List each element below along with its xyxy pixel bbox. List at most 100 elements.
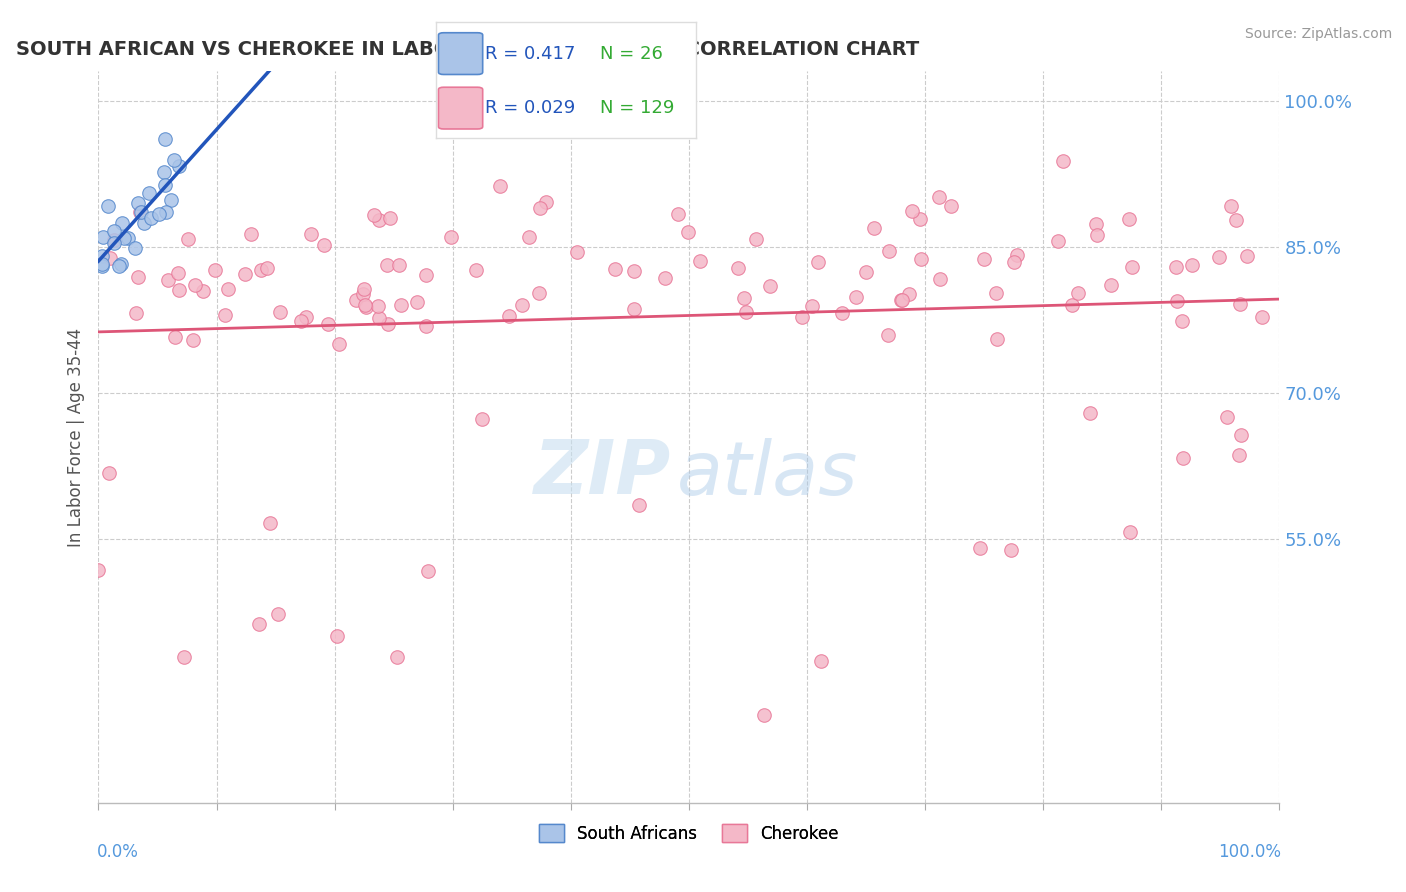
Point (103, 233, 125, 247)
Point (256, 260, 278, 275)
Point (810, 654, 832, 668)
Point (471, 412, 494, 426)
Point (418, 564, 440, 578)
Point (249, 617, 271, 632)
Point (98, 251, 121, 265)
Point (790, 310, 813, 324)
Point (464, 263, 486, 277)
Point (973, 252, 995, 266)
Point (233, 267, 256, 281)
Point (565, 244, 588, 259)
Point (153, 132, 176, 146)
Point (239, 227, 262, 242)
Point (290, 314, 312, 328)
Text: 0.0%: 0.0% (97, 843, 139, 861)
Point (498, 309, 520, 323)
Point (831, 306, 853, 320)
Point (689, 254, 711, 268)
Point (901, 204, 924, 219)
Point (1047, 234, 1070, 248)
Point (165, 330, 187, 344)
Y-axis label: In Labor Force | Age 35-44: In Labor Force | Age 35-44 (67, 327, 86, 547)
Point (754, 707, 776, 722)
Point (536, 194, 558, 209)
Point (153, 164, 176, 178)
Point (1236, 249, 1258, 263)
Point (897, 287, 920, 301)
Point (87, 563, 110, 577)
Point (259, 516, 281, 530)
Point (1229, 297, 1251, 311)
Point (1121, 260, 1143, 274)
Point (103, 235, 125, 250)
Point (628, 498, 651, 512)
Point (1005, 248, 1028, 262)
Text: Source: ZipAtlas.com: Source: ZipAtlas.com (1244, 27, 1392, 41)
Point (363, 208, 385, 222)
Point (519, 230, 541, 244)
Point (159, 194, 181, 208)
FancyBboxPatch shape (439, 87, 482, 129)
Point (387, 649, 409, 664)
Point (316, 317, 339, 331)
Point (103, 224, 125, 238)
Point (1084, 217, 1107, 231)
Point (214, 308, 236, 322)
Text: 100.0%: 100.0% (1218, 843, 1281, 861)
Point (132, 216, 155, 230)
Point (735, 304, 758, 318)
Point (877, 244, 900, 258)
Point (128, 205, 150, 219)
Point (510, 298, 533, 312)
Point (250, 263, 273, 277)
Point (969, 541, 991, 555)
Point (97, 466, 120, 480)
Point (353, 282, 375, 296)
Legend: South Africans, Cherokee: South Africans, Cherokee (533, 818, 845, 849)
Point (986, 332, 1008, 346)
Point (127, 196, 149, 211)
Point (1067, 285, 1090, 300)
Point (1229, 427, 1251, 442)
Text: ZIP: ZIP (534, 437, 671, 510)
Point (527, 285, 550, 300)
Point (344, 293, 367, 307)
Point (117, 231, 139, 245)
FancyBboxPatch shape (439, 33, 482, 75)
Text: N = 129: N = 129 (600, 99, 673, 117)
Point (97, 199, 120, 213)
Text: SOUTH AFRICAN VS CHEROKEE IN LABOR FORCE | AGE 35-44 CORRELATION CHART: SOUTH AFRICAN VS CHEROKEE IN LABOR FORCE… (15, 39, 920, 60)
Point (928, 190, 950, 204)
Point (745, 232, 768, 246)
Point (623, 302, 645, 317)
Point (368, 213, 391, 227)
Point (759, 279, 782, 293)
Point (666, 206, 689, 220)
Point (1118, 212, 1140, 227)
Point (908, 212, 931, 227)
Point (440, 229, 463, 244)
Point (845, 290, 868, 304)
Point (1227, 449, 1250, 463)
Point (529, 201, 551, 215)
Point (984, 285, 1007, 300)
Point (676, 225, 699, 239)
Point (352, 286, 374, 301)
Point (204, 263, 226, 277)
Point (129, 205, 152, 219)
Point (299, 227, 322, 241)
Point (1250, 310, 1272, 325)
Point (623, 264, 645, 278)
Point (377, 317, 399, 331)
Point (110, 257, 132, 271)
Point (1216, 409, 1239, 424)
Point (890, 293, 912, 308)
Point (1052, 154, 1074, 169)
Point (378, 211, 401, 225)
Point (167, 266, 190, 280)
Point (156, 273, 179, 287)
Point (124, 241, 146, 255)
Point (167, 283, 190, 297)
Point (375, 259, 398, 273)
Point (877, 328, 900, 343)
